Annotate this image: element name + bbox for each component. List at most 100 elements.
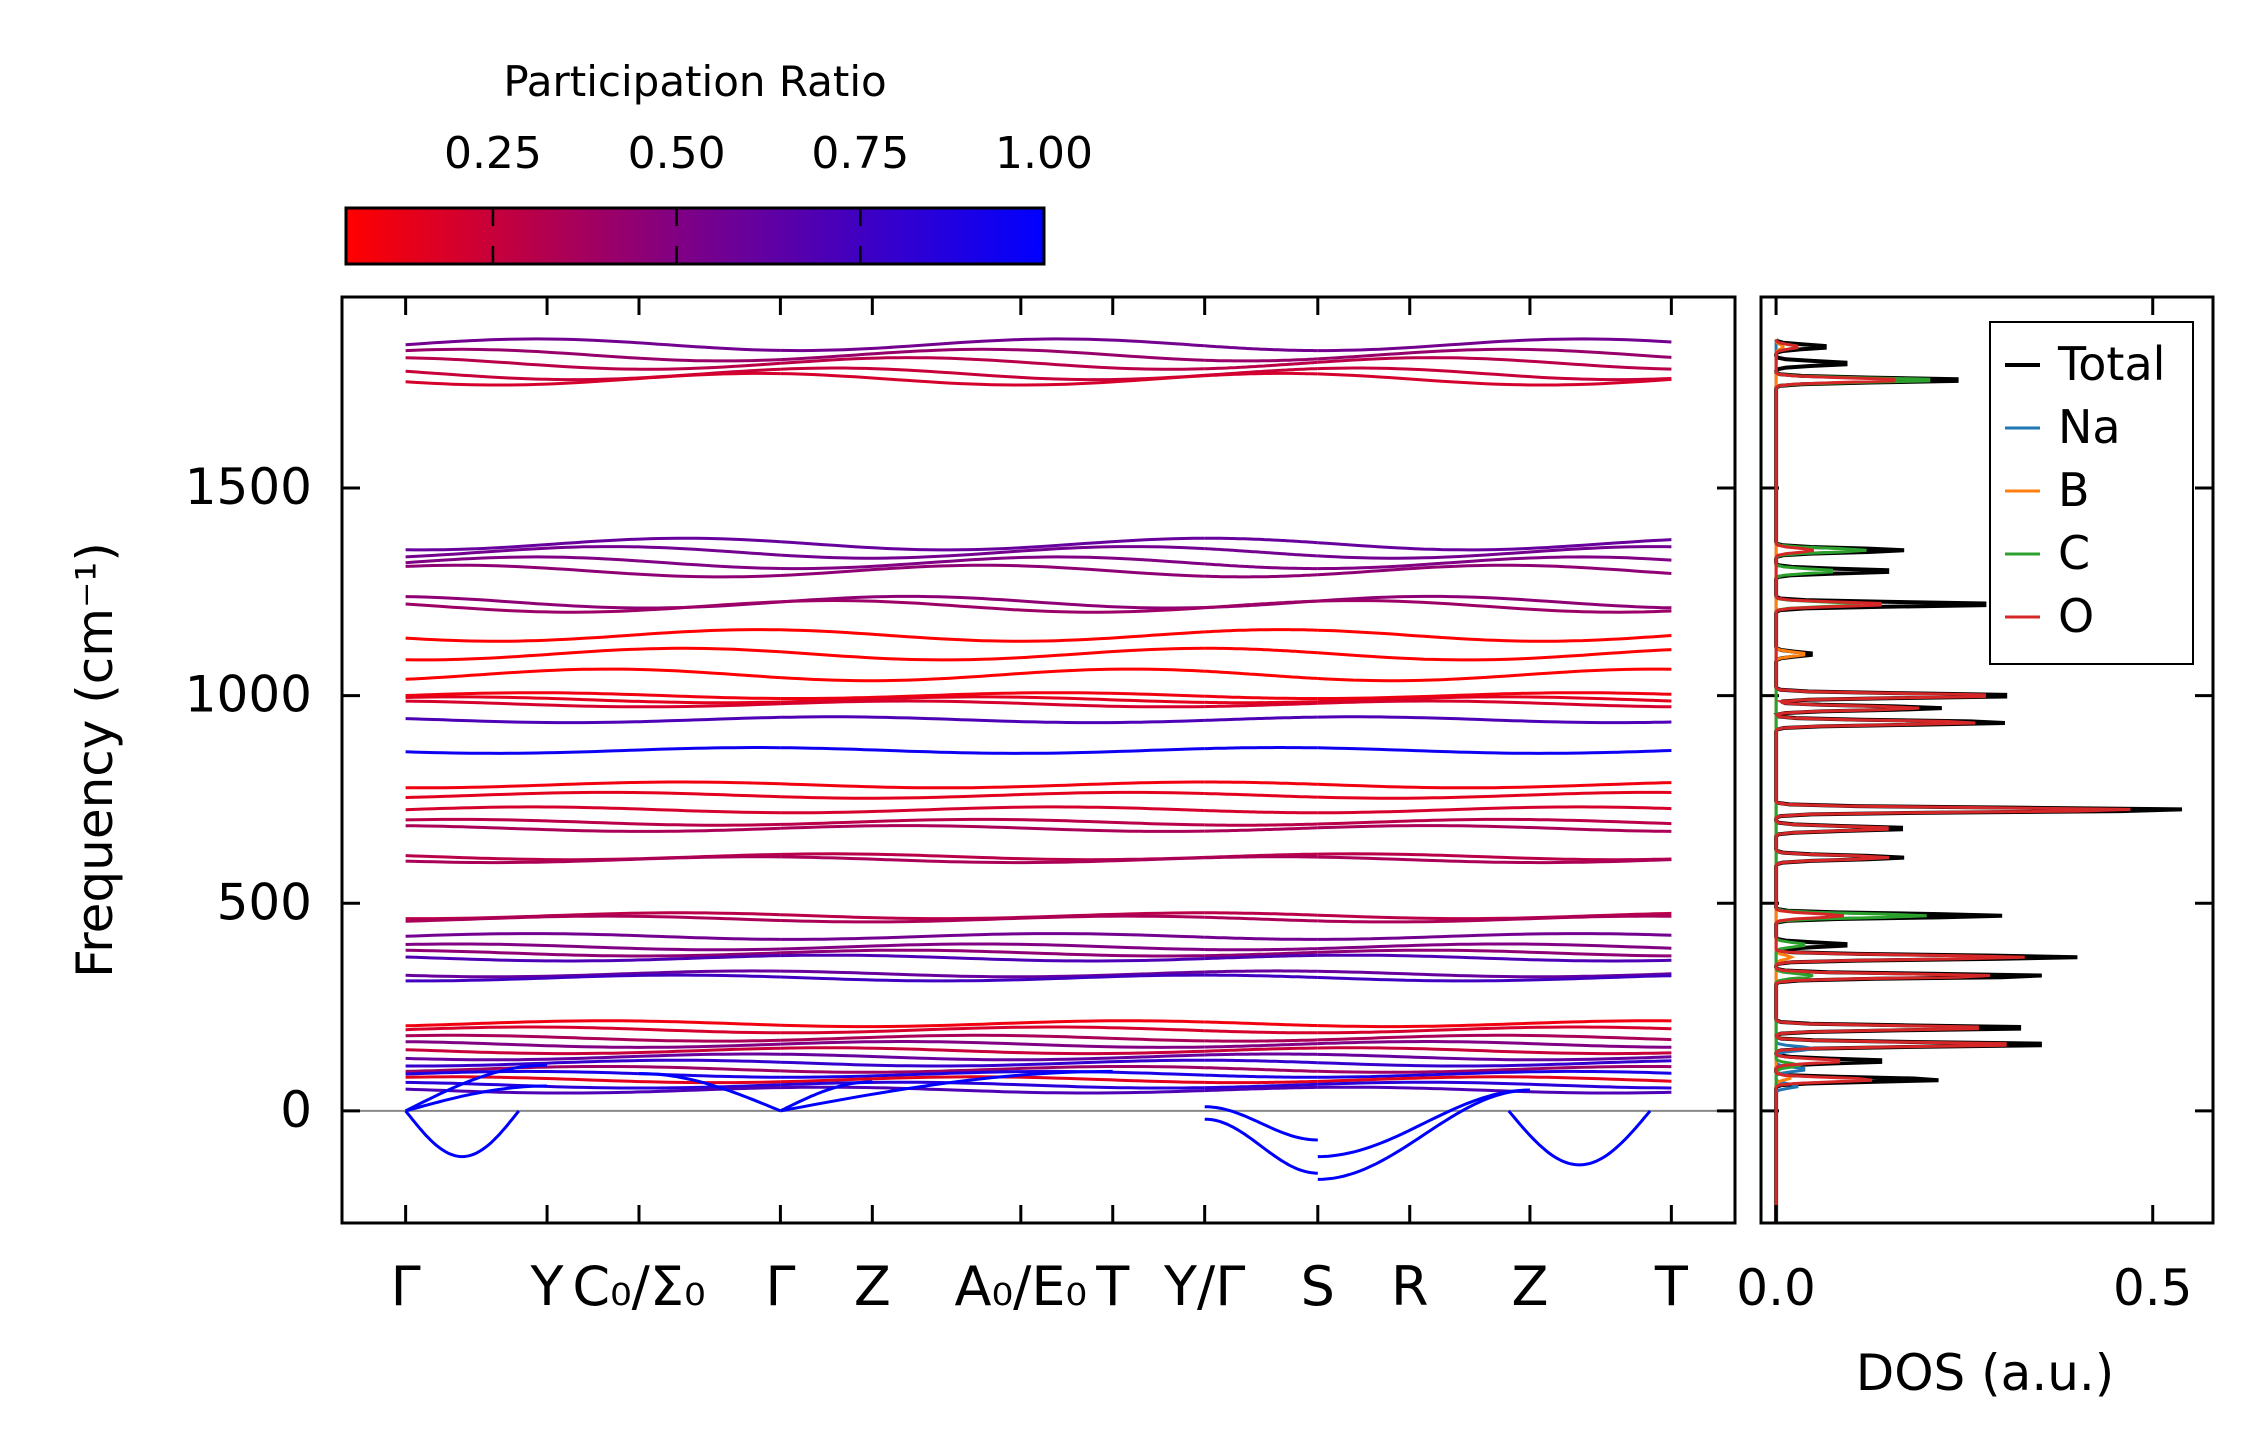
phonon-band [405,746,781,755]
phonon-band [780,667,1205,683]
phonon-band [780,805,1205,815]
legend-label-o: O [2058,589,2094,643]
phonon-band [405,973,781,983]
phonon-band [1317,932,1672,941]
phonon-band [780,695,1205,704]
phonon-band [1317,953,1672,963]
phonon-band [405,536,781,552]
phonon-band [1317,824,1672,833]
phonon-band [1317,1033,1672,1042]
phonon-band [405,855,781,865]
phonon-band [1204,646,1318,655]
k-point-label: C₀/Σ₀ [572,1255,705,1318]
phonon-band [1317,1059,1672,1068]
phonon-band [405,1033,781,1043]
colorbar-tick-label: 0.75 [811,128,909,179]
phonon-band [405,1019,781,1028]
phonon-band [1204,700,1318,705]
dos-ticks: 0.0 0.5 [1736,297,2192,1317]
acoustic-branch [405,1084,548,1113]
phonon-band [1204,935,1318,941]
phonon-band [405,600,781,614]
phonon-band [405,347,781,363]
k-point-label: R [1391,1255,1429,1318]
phonon-band [405,780,781,790]
phonon-band [780,1040,1205,1049]
phonon-band [1317,337,1672,353]
dos-axis-label: DOS (a.u.) [1856,1344,2115,1402]
colorbar-tick-label: 0.25 [444,128,542,179]
phonon-band [780,347,1205,362]
phonon-band [1204,792,1318,799]
colorbar [344,206,1046,266]
phonon-band [405,1058,781,1068]
phonon-band [780,598,1205,614]
phonon-band [1317,790,1672,800]
phonon-band [780,790,1205,800]
phonon-band [1317,781,1672,790]
phonon-band [780,1052,1205,1062]
phonon-band [780,699,1205,709]
phonon-band [1204,694,1318,700]
phonon-band [780,942,1205,951]
phonon-band [1204,1038,1318,1043]
colorbar-tick-label: 1.00 [995,128,1093,179]
phonon-band [1317,1040,1672,1049]
phonon-band [1204,1066,1318,1073]
phonon-band [780,973,1205,983]
phonon-band [1317,914,1672,924]
phonon-band [1317,942,1672,951]
phonon-band [1204,1073,1318,1079]
acoustic-branch [638,1072,781,1113]
k-point-label: Z [854,1255,891,1318]
phonon-band [780,914,1205,924]
phonon-band [1204,1085,1318,1093]
phonon-band [780,555,1205,571]
phonon-band [780,337,1205,353]
phonon-band [405,1069,781,1079]
phonon-band [405,545,781,559]
phonon-band [405,824,781,833]
phonon-band [405,1086,781,1095]
phonon-band [1317,563,1672,577]
phonon-band [1204,360,1318,371]
phonon-band [1204,1052,1318,1057]
imaginary-mode [1317,1088,1530,1159]
phonon-band [780,969,1205,979]
phonon-band [1317,805,1672,815]
phonon-band [1204,855,1318,860]
phonon-band [405,914,781,923]
phonon-band [1317,545,1672,560]
imaginary-mode [1317,1088,1530,1181]
phonon-band [780,715,1205,725]
phonon-band [405,817,781,827]
phonon-band [405,1065,781,1073]
phonon-band [405,942,781,952]
phonon-band [405,1040,781,1049]
phonon-band [405,948,781,958]
k-point-label: Z [1511,1255,1548,1318]
phonon-band [1204,1029,1318,1035]
phonon-band [405,715,781,725]
phonon-band [405,1025,781,1035]
phonon-band [1317,667,1672,683]
phonon-band [1204,1082,1318,1090]
phonon-band [780,746,1205,755]
phonon-band [1204,1042,1318,1049]
phonon-band [1317,1080,1672,1090]
k-point-label: Y [530,1255,565,1318]
phonon-band [1317,1046,1672,1056]
dos-x-tick-label: 0.0 [1736,1259,1816,1317]
phonon-band [1204,1058,1318,1065]
dos-curve-na [1774,339,1814,1223]
acoustic-branch [404,1063,548,1113]
dos-plot-area [1773,338,2183,1223]
phonon-band [1317,817,1672,826]
phonon-band [1317,594,1672,610]
phonon-band [405,1052,781,1062]
phonon-band [1317,1025,1672,1035]
phonon-band [780,1046,1205,1056]
phonon-band [405,805,781,815]
phonon-band [1204,371,1318,378]
